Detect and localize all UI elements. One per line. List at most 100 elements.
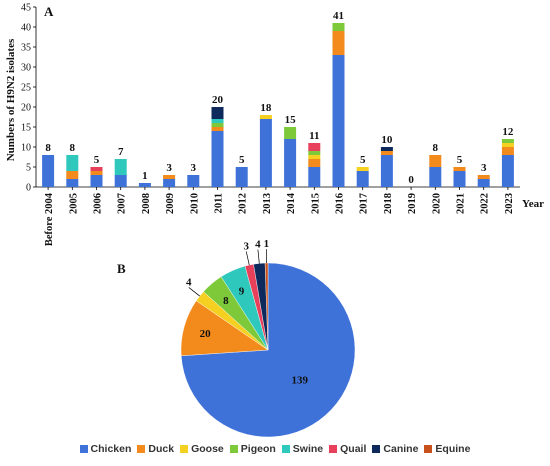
pie-leader-line xyxy=(245,251,250,266)
y-tick-label: 30 xyxy=(21,63,31,74)
bar-segment-duck xyxy=(477,175,490,179)
pie-legend: Chicken Duck Goose Pigeon Swine Quail Canine Eq… xyxy=(0,443,550,455)
bar-segment-pigeon xyxy=(308,151,321,155)
legend-item-quail: Quail xyxy=(329,443,366,455)
bar-segment-chicken xyxy=(114,175,127,187)
bar-segment-duck xyxy=(66,171,79,179)
bar-segment-chicken xyxy=(163,179,176,187)
legend-item-chicken: Chicken xyxy=(79,443,132,455)
bar-total-label: 12 xyxy=(502,126,514,138)
bar-segment-chicken xyxy=(211,131,224,187)
bar-total-label: 8 xyxy=(433,142,439,154)
bar-segment-quail xyxy=(308,143,321,151)
bar-segment-chicken xyxy=(284,139,297,187)
x-tick-label: 2006 xyxy=(93,193,104,214)
bar-segment-pigeon xyxy=(501,139,514,143)
panel-a-label: A xyxy=(44,4,54,19)
legend-label: Equine xyxy=(435,443,471,455)
y-tick-label: 45 xyxy=(21,3,31,14)
y-tick-label: 15 xyxy=(21,123,31,134)
x-tick-label: 2021 xyxy=(456,193,467,214)
x-tick-label: 2019 xyxy=(407,193,418,214)
y-tick-label: 5 xyxy=(26,163,31,174)
legend-label: Duck xyxy=(148,443,175,455)
panel-b-label: B xyxy=(117,261,126,276)
y-tick-label: 10 xyxy=(21,143,31,154)
y-tick-label: 40 xyxy=(21,23,31,34)
x-tick-label: 2015 xyxy=(310,193,321,214)
legend-swatch xyxy=(229,445,238,453)
x-tick-label: 2007 xyxy=(117,193,128,214)
bar-total-label: 5 xyxy=(239,154,245,166)
pie-slice-equine xyxy=(264,262,269,351)
bar-segment-duck xyxy=(163,175,176,179)
y-axis-label: Numbers of H9N2 isolates xyxy=(5,38,17,161)
legend-item-canine: Canine xyxy=(372,443,418,455)
y-tick-label: 20 xyxy=(21,103,31,114)
bar-segment-duck xyxy=(429,155,442,167)
pie-leader-line xyxy=(188,287,200,297)
bar-segment-goose xyxy=(356,167,369,171)
bar-segment-chicken xyxy=(66,179,79,187)
bar-segment-goose xyxy=(308,155,321,159)
bar-segment-swine xyxy=(66,155,79,171)
bar-total-label: 5 xyxy=(360,154,366,166)
bar-total-label: 5 xyxy=(94,154,100,166)
bar-segment-chicken xyxy=(90,175,103,187)
bar-segment-chicken xyxy=(259,119,272,187)
legend-label: Goose xyxy=(191,443,224,455)
x-tick-label: 2022 xyxy=(480,193,491,214)
bar-segment-pigeon xyxy=(211,123,224,127)
legend-swatch xyxy=(137,445,146,453)
legend-label: Chicken xyxy=(90,443,132,455)
bar-segment-swine xyxy=(114,159,127,175)
bar-segment-chicken xyxy=(356,171,369,187)
bar-segment-chicken xyxy=(138,183,151,187)
bar-segment-duck xyxy=(211,127,224,131)
pie-value-label: 4 xyxy=(255,239,261,251)
bar-total-label: 3 xyxy=(166,162,172,174)
x-tick-label: 2014 xyxy=(286,192,297,214)
legend-swatch xyxy=(329,445,338,453)
bar-segment-duck xyxy=(332,31,345,55)
x-tick-label: 2023 xyxy=(504,193,515,214)
bar-segment-swine xyxy=(211,119,224,123)
bar-segment-chicken xyxy=(187,175,200,187)
legend-swatch xyxy=(372,445,381,453)
legend-item-swine: Swine xyxy=(281,443,323,455)
bar-segment-duck xyxy=(501,147,514,155)
bar-segment-chicken xyxy=(308,167,321,187)
bar-segment-chicken xyxy=(235,167,248,187)
legend-swatch xyxy=(79,445,88,453)
x-tick-label: 2016 xyxy=(335,193,346,214)
legend-label: Canine xyxy=(383,443,419,455)
bar-segment-chicken xyxy=(332,55,345,187)
x-axis-label: Year xyxy=(522,198,544,210)
pie-value-label: 4 xyxy=(186,276,192,288)
bar-segment-duck xyxy=(90,171,103,175)
bar-total-label: 10 xyxy=(381,134,393,146)
x-tick-label: 2012 xyxy=(238,193,249,214)
legend-swatch xyxy=(180,445,189,453)
bar-segment-chicken xyxy=(42,155,55,187)
x-tick-label: 2020 xyxy=(431,193,442,214)
y-tick-label: 0 xyxy=(26,183,31,194)
bar-total-label: 11 xyxy=(309,130,319,142)
bar-chart-bars: 8 8 5 7 1 3 3 20 5 18 15 11 41 5 10 0 8 5 3 12 xyxy=(42,10,514,187)
bar-segment-duck xyxy=(380,151,393,155)
bar-total-label: 0 xyxy=(408,174,414,186)
bar-segment-chicken xyxy=(453,171,466,187)
bar-total-label: 3 xyxy=(191,162,197,174)
bar-segment-canine xyxy=(211,107,224,119)
legend-item-equine: Equine xyxy=(424,443,470,455)
x-tick-label: Before 2004 xyxy=(44,192,55,246)
pie-value-label: 3 xyxy=(243,240,249,252)
bar-total-label: 5 xyxy=(457,154,463,166)
bar-segment-duck xyxy=(453,167,466,171)
pie-value-label: 139 xyxy=(292,375,309,387)
bar-segment-pigeon xyxy=(332,23,345,31)
pie-value-label: 20 xyxy=(200,328,212,340)
